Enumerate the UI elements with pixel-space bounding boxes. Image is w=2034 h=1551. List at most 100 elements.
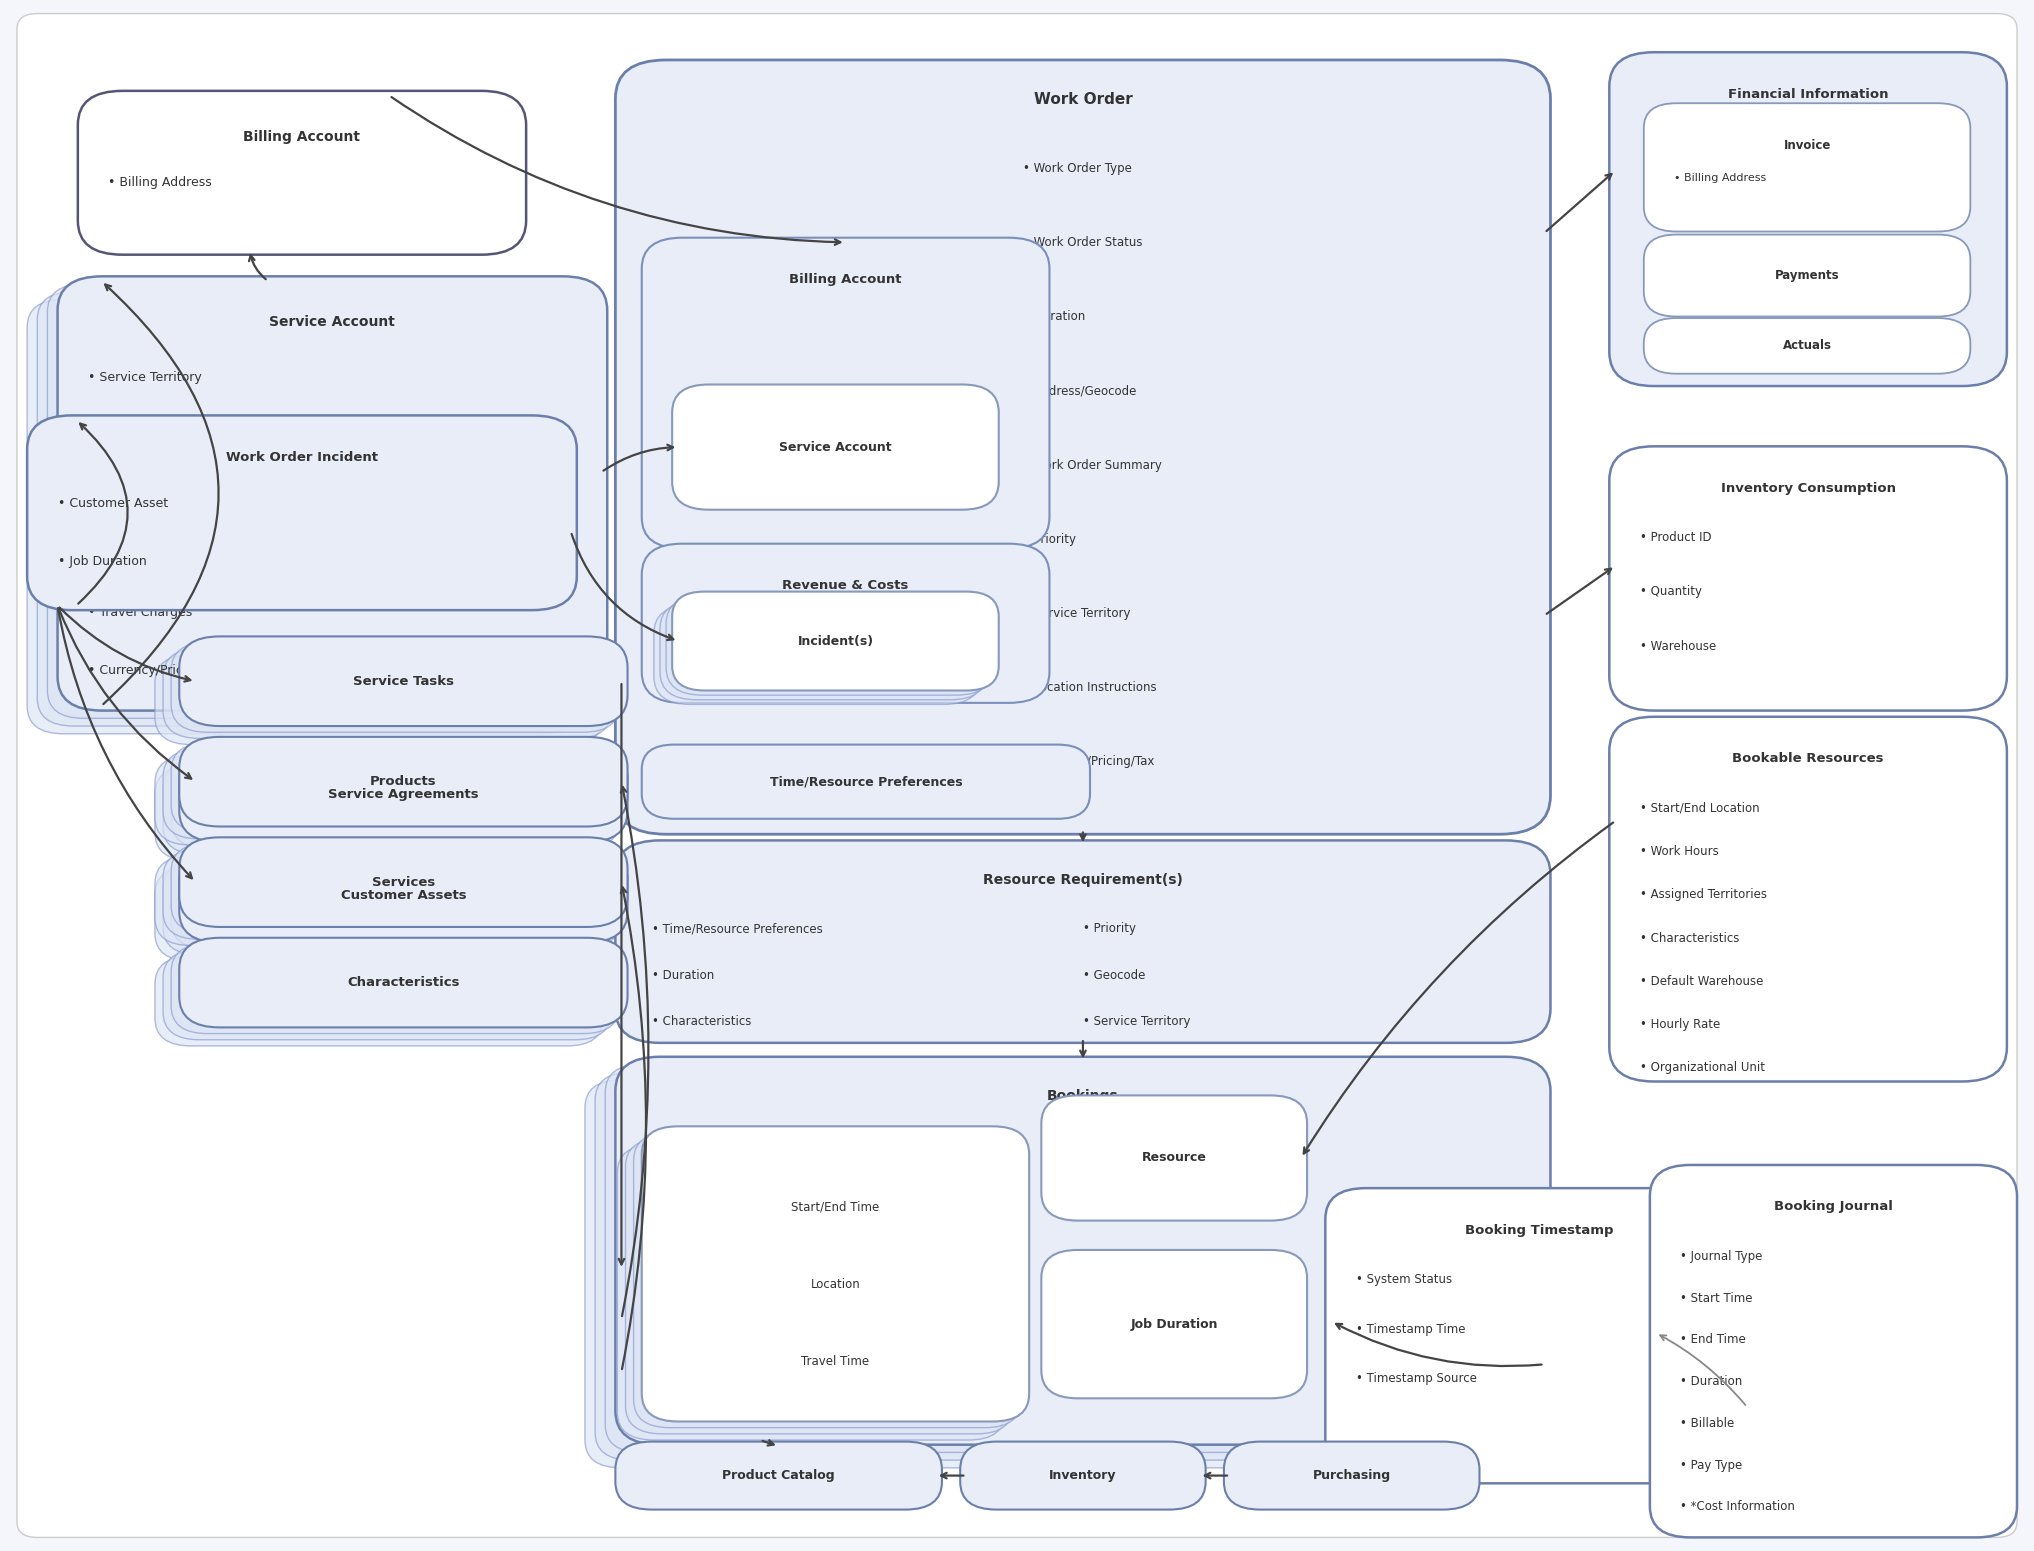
Text: Billing Account: Billing Account xyxy=(789,273,901,287)
FancyBboxPatch shape xyxy=(635,1132,1021,1427)
Text: • Organizational Unit: • Organizational Unit xyxy=(1639,1061,1766,1075)
Text: Job Duration: Job Duration xyxy=(1131,1318,1218,1331)
Text: Purchasing: Purchasing xyxy=(1312,1469,1391,1483)
Text: Inventory: Inventory xyxy=(1050,1469,1117,1483)
Text: • Geocode: • Geocode xyxy=(1082,969,1145,982)
Text: • Address/Geocode: • Address/Geocode xyxy=(1023,385,1137,397)
FancyBboxPatch shape xyxy=(1609,53,2008,386)
Text: Booking Timestamp: Booking Timestamp xyxy=(1464,1224,1613,1236)
FancyBboxPatch shape xyxy=(16,14,2018,1537)
Text: • Job Duration: • Job Duration xyxy=(57,555,146,568)
Text: • Product ID: • Product ID xyxy=(1639,532,1711,544)
FancyBboxPatch shape xyxy=(1041,1250,1308,1399)
Text: • Priority: • Priority xyxy=(1023,534,1076,546)
Text: Products: Products xyxy=(370,776,437,788)
Text: • Address/Geocode: • Address/Geocode xyxy=(87,430,210,442)
FancyBboxPatch shape xyxy=(179,748,629,842)
FancyBboxPatch shape xyxy=(155,957,604,1045)
FancyBboxPatch shape xyxy=(179,838,629,927)
FancyBboxPatch shape xyxy=(671,591,999,690)
Text: Characteristics: Characteristics xyxy=(348,976,460,990)
FancyBboxPatch shape xyxy=(26,416,578,610)
FancyBboxPatch shape xyxy=(155,856,604,946)
FancyBboxPatch shape xyxy=(179,848,629,943)
Text: Services: Services xyxy=(372,876,435,889)
FancyBboxPatch shape xyxy=(1643,234,1971,316)
FancyBboxPatch shape xyxy=(659,600,986,700)
Text: • Currency/Pricing/Tax: • Currency/Pricing/Tax xyxy=(87,664,228,678)
FancyBboxPatch shape xyxy=(618,1145,1005,1439)
FancyBboxPatch shape xyxy=(671,385,999,510)
FancyBboxPatch shape xyxy=(155,655,604,744)
Text: • Journal Type: • Journal Type xyxy=(1680,1250,1763,1263)
FancyBboxPatch shape xyxy=(163,850,612,940)
Text: • Priority: • Priority xyxy=(1082,923,1135,935)
FancyBboxPatch shape xyxy=(586,1079,1519,1467)
Text: • Duration: • Duration xyxy=(1680,1376,1743,1388)
FancyBboxPatch shape xyxy=(77,92,527,254)
Text: • Location Instructions: • Location Instructions xyxy=(87,548,230,560)
Text: • System Status: • System Status xyxy=(1357,1273,1452,1286)
FancyBboxPatch shape xyxy=(1650,1165,2018,1537)
FancyBboxPatch shape xyxy=(616,1441,942,1509)
Text: Financial Information: Financial Information xyxy=(1727,88,1888,101)
Text: • Hourly Rate: • Hourly Rate xyxy=(1639,1017,1721,1031)
FancyBboxPatch shape xyxy=(960,1441,1206,1509)
Text: Bookable Resources: Bookable Resources xyxy=(1733,752,1883,765)
Text: Work Order: Work Order xyxy=(1033,93,1133,107)
Text: • Duration: • Duration xyxy=(1023,310,1086,323)
Text: • Work Order Status: • Work Order Status xyxy=(1023,236,1143,250)
Text: Service Agreements: Service Agreements xyxy=(327,788,478,802)
Text: Actuals: Actuals xyxy=(1782,340,1831,352)
Text: • Time/Resource Preferences: • Time/Resource Preferences xyxy=(651,923,822,935)
FancyBboxPatch shape xyxy=(643,744,1090,819)
FancyBboxPatch shape xyxy=(616,1056,1550,1444)
FancyBboxPatch shape xyxy=(171,754,620,848)
Text: Location: Location xyxy=(812,1278,860,1290)
Text: • Pay Type: • Pay Type xyxy=(1680,1458,1743,1472)
FancyBboxPatch shape xyxy=(37,292,588,726)
FancyBboxPatch shape xyxy=(163,648,612,738)
Text: Billing Account: Billing Account xyxy=(244,129,360,144)
Text: • Billing Address: • Billing Address xyxy=(108,175,212,189)
FancyBboxPatch shape xyxy=(155,867,604,962)
Text: • Resource Preferences: • Resource Preferences xyxy=(87,489,234,501)
Text: Booking Journal: Booking Journal xyxy=(1774,1200,1894,1213)
FancyBboxPatch shape xyxy=(57,276,608,710)
Text: • Service Territory: • Service Territory xyxy=(1023,606,1131,620)
FancyBboxPatch shape xyxy=(163,749,612,839)
Text: • Start Time: • Start Time xyxy=(1680,1292,1753,1304)
Text: • Service Territory: • Service Territory xyxy=(1082,1014,1190,1028)
Text: Service Tasks: Service Tasks xyxy=(352,675,454,687)
Text: Bookings: Bookings xyxy=(1048,1089,1119,1103)
Text: • Timestamp Time: • Timestamp Time xyxy=(1357,1323,1464,1335)
Text: • Work Order Summary: • Work Order Summary xyxy=(1023,459,1161,472)
Text: • Characteristics: • Characteristics xyxy=(651,1014,751,1028)
Text: • Duration: • Duration xyxy=(651,969,714,982)
FancyBboxPatch shape xyxy=(616,60,1550,834)
FancyBboxPatch shape xyxy=(643,1126,1029,1422)
FancyBboxPatch shape xyxy=(1609,447,2008,710)
FancyBboxPatch shape xyxy=(1643,104,1971,231)
Text: Invoice: Invoice xyxy=(1784,138,1831,152)
FancyBboxPatch shape xyxy=(163,760,612,855)
Text: • Service Territory: • Service Territory xyxy=(87,371,201,383)
Text: • Default Warehouse: • Default Warehouse xyxy=(1639,976,1763,988)
Text: Travel Time: Travel Time xyxy=(801,1356,869,1368)
FancyBboxPatch shape xyxy=(171,855,620,949)
Text: Incident(s): Incident(s) xyxy=(797,634,873,648)
Text: • End Time: • End Time xyxy=(1680,1334,1745,1346)
Text: • Work Order Type: • Work Order Type xyxy=(1023,161,1131,175)
FancyBboxPatch shape xyxy=(626,1138,1013,1433)
FancyBboxPatch shape xyxy=(1041,1095,1308,1221)
Text: • Warehouse: • Warehouse xyxy=(1639,639,1717,653)
Text: Revenue & Costs: Revenue & Costs xyxy=(783,579,909,592)
FancyBboxPatch shape xyxy=(1609,717,2008,1081)
FancyBboxPatch shape xyxy=(179,636,629,726)
FancyBboxPatch shape xyxy=(163,951,612,1039)
Text: Inventory Consumption: Inventory Consumption xyxy=(1721,482,1896,495)
FancyBboxPatch shape xyxy=(616,841,1550,1042)
FancyBboxPatch shape xyxy=(171,844,620,934)
FancyBboxPatch shape xyxy=(26,299,578,734)
Text: • Location Instructions: • Location Instructions xyxy=(1023,681,1157,695)
